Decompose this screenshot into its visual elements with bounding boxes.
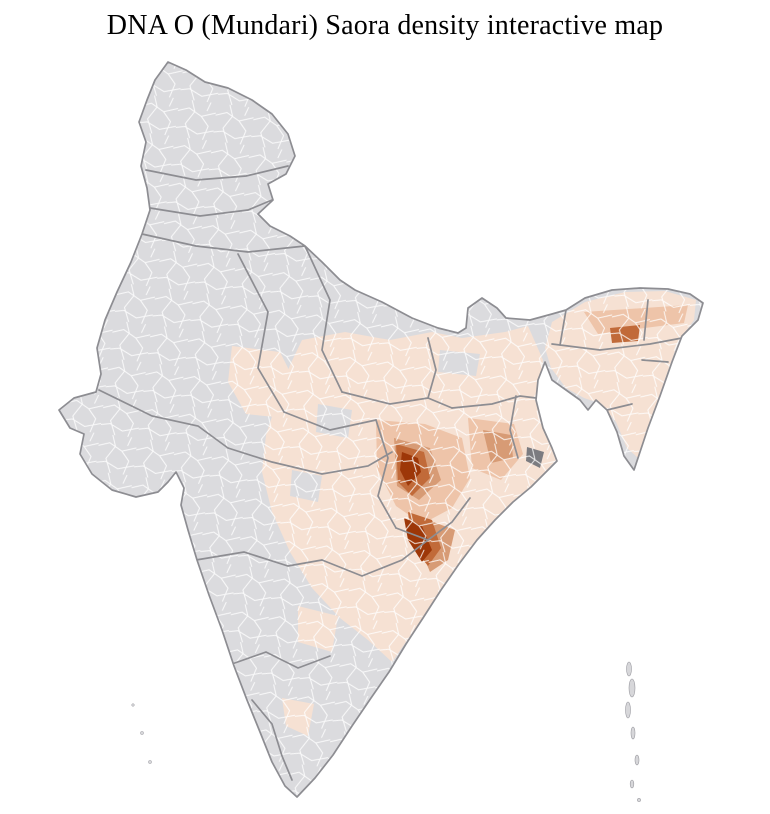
lakshadweep-islands[interactable] [131,703,152,764]
andaman-nicobar-islands[interactable] [625,661,641,802]
district-boundaries-layer [59,62,703,797]
page-title: DNA O (Mundari) Saora density interactiv… [106,10,664,41]
state-borders [98,165,683,781]
india-coastline [58,61,704,798]
